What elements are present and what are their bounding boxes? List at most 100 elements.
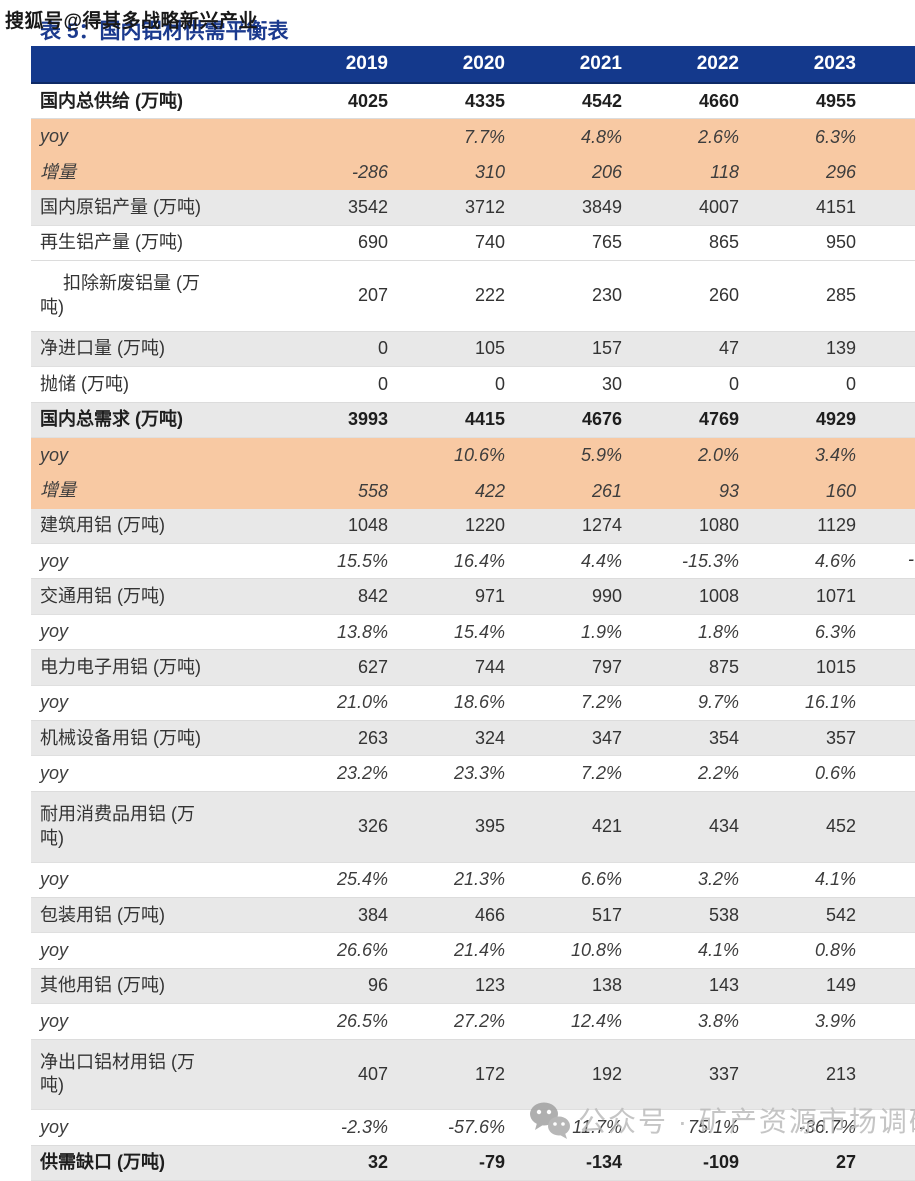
row-label: yoy <box>40 692 69 713</box>
cell-2022: 3.8% <box>697 1010 739 1031</box>
cell-2022: 865 <box>708 232 739 253</box>
cell-2023: 542 <box>825 904 856 925</box>
cell-2021: 347 <box>591 727 622 748</box>
cell-2020: 0 <box>494 373 505 394</box>
cell-2023: 4151 <box>815 196 856 217</box>
cell-2021: 4676 <box>581 409 622 430</box>
cell-2022: 93 <box>718 480 739 501</box>
cell-2023: 950 <box>825 232 856 253</box>
table-row: yoy 15.5% 16.4% 4.4% -15.3% 4.6% <box>31 544 915 580</box>
cell-2023: 285 <box>825 285 856 306</box>
cell-2021: 10.8% <box>570 940 622 961</box>
row-label: 国内总供给 (万吨) <box>40 90 183 111</box>
table-row: 国内总需求 (万吨) 3993 4415 4676 4769 4929 <box>31 402 915 438</box>
cell-2023: 296 <box>825 161 856 182</box>
cell-2023: 4955 <box>815 90 856 111</box>
row-label: 增量 <box>40 161 76 182</box>
cell-2021: 157 <box>591 338 622 359</box>
cell-2022: 875 <box>708 656 739 677</box>
cell-2019: 207 <box>357 285 388 306</box>
cell-2019: 0 <box>377 373 388 394</box>
cell-2023: 3.9% <box>814 1010 856 1031</box>
column-header-2019: 2019 <box>345 53 388 74</box>
cell-2019: 3542 <box>347 196 388 217</box>
cell-2019: 96 <box>367 975 388 996</box>
cell-2022: 1008 <box>698 586 739 607</box>
column-header-2023: 2023 <box>813 53 856 74</box>
cell-2021: 1.9% <box>580 621 622 642</box>
cell-2023: 139 <box>825 338 856 359</box>
cell-2023: 4.1% <box>814 869 856 890</box>
cell-2021: 517 <box>591 904 622 925</box>
table-header-row: 2019 2020 2021 2022 2023 <box>31 46 915 84</box>
cell-2020: 422 <box>474 480 505 501</box>
cell-2022: -15.3% <box>681 550 739 571</box>
table-row: yoy 25.4% 21.3% 6.6% 3.2% 4.1% <box>31 862 915 899</box>
row-label: yoy <box>40 869 69 890</box>
row-label: 国内原铝产量 (万吨) <box>40 196 201 217</box>
row-label: 增量 <box>40 480 76 501</box>
cell-2020: 222 <box>474 285 505 306</box>
cell-2019: 3993 <box>347 409 388 430</box>
cell-2023: 16.1% <box>804 692 856 713</box>
row-label: 包装用铝 (万吨) <box>40 904 165 925</box>
row-label: 其他用铝 (万吨) <box>40 975 165 996</box>
cell-2023: -36.7% <box>798 1117 856 1138</box>
row-label: 耐用消费品用铝 (万 吨) <box>40 804 195 848</box>
row-label: yoy <box>40 939 69 960</box>
cell-2019: 326 <box>357 816 388 837</box>
cell-2022: 143 <box>708 975 739 996</box>
cell-2023: 4.6% <box>814 550 856 571</box>
cell-2020: 27.2% <box>453 1010 505 1031</box>
table-row: 净出口铝材用铝 (万 吨) 407 172 192 337 213 <box>31 1039 915 1111</box>
cell-2019: 1048 <box>347 515 388 536</box>
cell-2022: 434 <box>708 816 739 837</box>
cell-2020: 21.3% <box>453 869 505 890</box>
cell-2023: 1129 <box>817 515 856 536</box>
table-row: yoy 7.7% 4.8% 2.6% 6.3% <box>31 119 915 155</box>
table-row: 增量 -286 310 206 118 296 <box>31 154 915 191</box>
table-row: 耐用消费品用铝 (万 吨) 326 395 421 434 452 <box>31 791 915 863</box>
table-row: 国内原铝产量 (万吨) 3542 3712 3849 4007 4151 <box>31 190 915 226</box>
column-header-2022: 2022 <box>696 53 739 74</box>
row-label: yoy <box>40 444 69 465</box>
row-label: yoy <box>40 621 69 642</box>
cell-2022: 1.8% <box>697 621 739 642</box>
cell-2022: 9.7% <box>697 692 739 713</box>
cell-2023: 0.8% <box>814 940 856 961</box>
cell-2019: 690 <box>357 232 388 253</box>
cell-2020: 3712 <box>464 196 505 217</box>
cell-2020: 105 <box>474 338 505 359</box>
cell-2019: -2.3% <box>340 1117 388 1138</box>
cell-2019: 558 <box>357 480 388 501</box>
cell-2021: 1274 <box>581 515 622 536</box>
table-row: 电力电子用铝 (万吨) 627 744 797 875 1015 <box>31 650 915 686</box>
cell-2020: 21.4% <box>453 940 505 961</box>
row-label: 电力电子用铝 (万吨) <box>40 656 201 677</box>
cell-2020: 324 <box>474 727 505 748</box>
row-label: 国内总需求 (万吨) <box>40 409 183 430</box>
cell-2023: 213 <box>825 1063 856 1084</box>
cell-2019: 627 <box>357 656 388 677</box>
cell-2022: 2.6% <box>697 126 739 147</box>
table-title: 表 5：国内铝材供需平衡表 <box>40 20 289 43</box>
cell-2019: 4025 <box>347 90 388 111</box>
table-row: yoy 21.0% 18.6% 7.2% 9.7% 16.1% <box>31 685 915 722</box>
cell-2021: 206 <box>591 161 622 182</box>
cell-2022: 118 <box>710 161 739 182</box>
cell-2020: 740 <box>474 232 505 253</box>
cell-2020: 15.4% <box>453 621 505 642</box>
row-label: 净进口量 (万吨) <box>40 338 165 359</box>
cell-2020: 4335 <box>464 90 505 111</box>
table-row: 建筑用铝 (万吨) 1048 1220 1274 1080 1129 <box>31 508 915 545</box>
cell-2023: 452 <box>825 816 856 837</box>
cell-2020: -79 <box>478 1152 505 1173</box>
cell-2023: 6.3% <box>814 126 856 147</box>
cell-2022: -109 <box>702 1152 739 1173</box>
row-label: yoy <box>40 550 69 571</box>
cell-2020: 172 <box>474 1063 505 1084</box>
cell-2019: 21.0% <box>336 692 388 713</box>
cell-2022: 2.2% <box>697 763 739 784</box>
row-label: 机械设备用铝 (万吨) <box>40 727 201 748</box>
cell-2021: 6.6% <box>580 869 622 890</box>
